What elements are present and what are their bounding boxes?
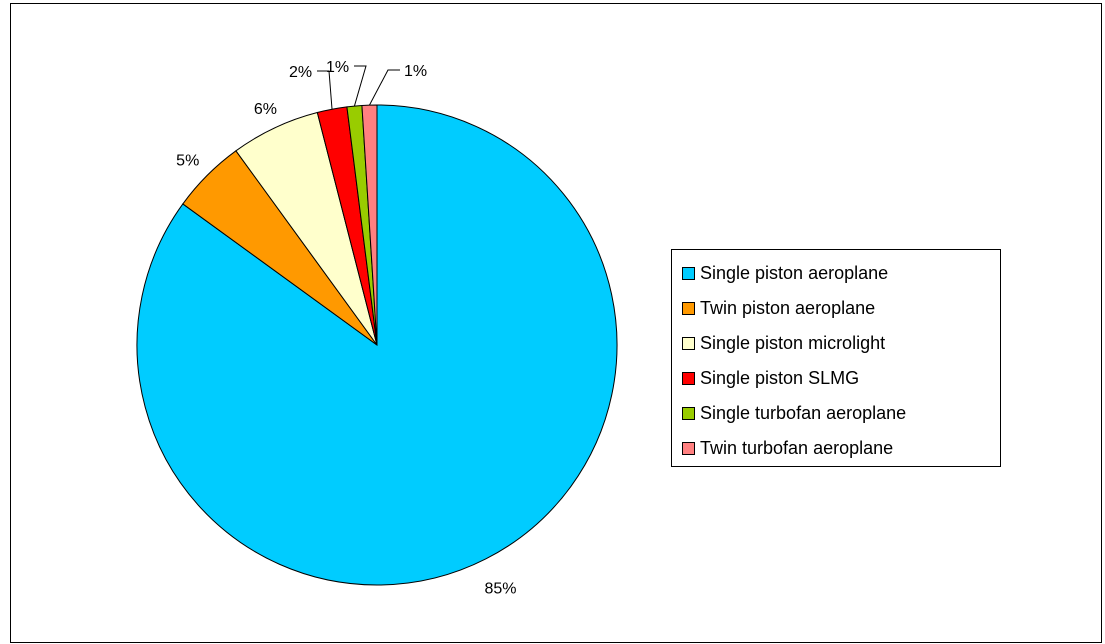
legend-swatch: [682, 267, 695, 280]
data-label-single-piston-slmg: 2%: [289, 64, 312, 81]
legend-swatch: [682, 302, 695, 315]
leader-line: [317, 70, 333, 110]
legend-item-twin-piston-aeroplane: Twin piston aeroplane: [672, 291, 1000, 326]
leader-line: [369, 69, 400, 106]
legend-label: Single piston microlight: [700, 333, 886, 353]
data-label-single-piston-aeroplane: 85%: [484, 580, 516, 597]
legend-item-single-piston-slmg: Single piston SLMG: [672, 361, 1000, 396]
legend-label: Single piston aeroplane: [700, 263, 889, 283]
legend-swatch: [682, 337, 695, 350]
legend-swatch: [682, 442, 695, 455]
legend-label: Twin turbofan aeroplane: [700, 438, 894, 458]
chart-area: 85% 5% 6% 2% 1% 1% Single piston aeroplane Tw…: [10, 3, 1102, 643]
legend-item-single-piston-microlight: Single piston microlight: [672, 326, 1000, 361]
data-label-twin-piston-aeroplane: 5%: [176, 153, 199, 170]
legend-item-single-piston-aeroplane: Single piston aeroplane: [672, 256, 1000, 291]
legend-swatch: [682, 372, 695, 385]
legend-item-twin-turbofan-aeroplane: Twin turbofan aeroplane: [672, 431, 1000, 466]
legend-swatch: [682, 407, 695, 420]
data-label-single-piston-microlight: 6%: [254, 101, 277, 118]
data-label-twin-turbofan-aeroplane: 1%: [404, 63, 427, 80]
pie-slice-twin-turbofan-aeroplane: [361, 104, 378, 346]
pie-chart: 85% 5% 6% 2% 1% 1%: [136, 59, 618, 597]
legend-label: Single turbofan aeroplane: [700, 403, 907, 423]
data-label-single-turbofan-aeroplane: 1%: [326, 59, 349, 76]
legend-item-single-turbofan-aeroplane: Single turbofan aeroplane: [672, 396, 1000, 431]
legend-label: Twin piston aeroplane: [700, 298, 876, 318]
leader-line: [353, 65, 367, 107]
legend-label: Single piston SLMG: [700, 368, 860, 388]
legend: Single piston aeroplane Twin piston aero…: [671, 249, 1001, 467]
